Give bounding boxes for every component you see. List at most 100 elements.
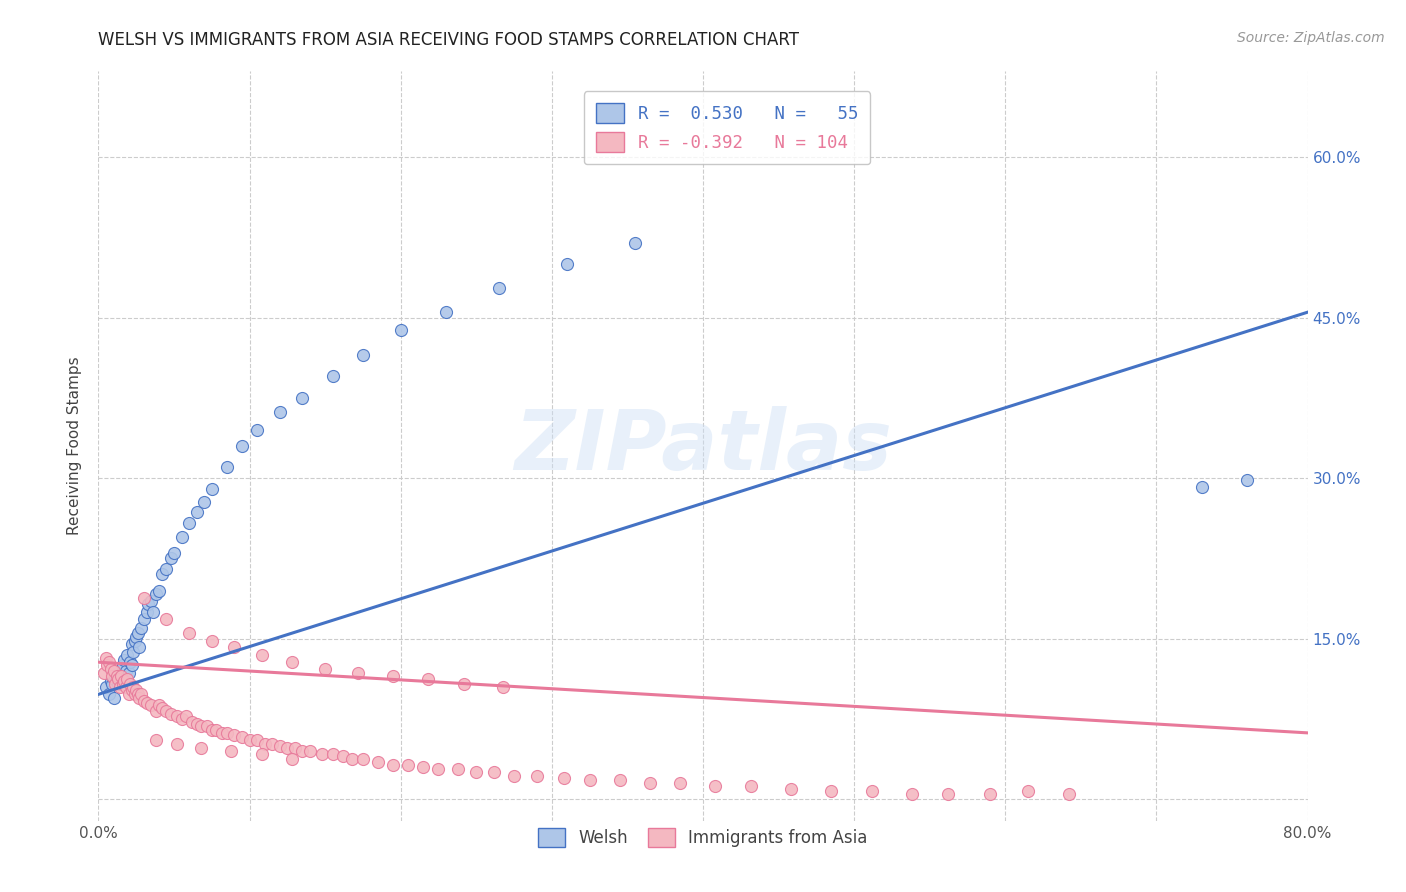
Point (98, 655, 121, 669)
Point (181, 715, 204, 730)
Point (174, 708, 197, 723)
Point (155, 562, 177, 576)
Point (122, 644, 145, 658)
Point (190, 719, 212, 733)
Point (704, 780, 727, 794)
Point (190, 740, 212, 755)
Point (269, 405, 291, 419)
Point (253, 737, 276, 751)
Point (121, 637, 143, 651)
Point (142, 605, 165, 619)
Point (145, 705, 167, 719)
Point (555, 257, 578, 271)
Point (503, 769, 526, 783)
Point (103, 673, 125, 687)
Point (609, 772, 631, 787)
Point (110, 669, 132, 683)
Point (195, 719, 218, 733)
Point (281, 655, 304, 669)
Point (201, 723, 224, 737)
Point (170, 712, 193, 726)
Legend: Welsh, Immigrants from Asia: Welsh, Immigrants from Asia (531, 821, 875, 854)
Point (166, 708, 188, 723)
Point (135, 605, 157, 619)
Point (135, 696, 157, 710)
Point (382, 758, 405, 772)
Point (145, 587, 167, 601)
Point (416, 673, 439, 687)
Point (121, 658, 143, 673)
Point (553, 771, 575, 785)
Point (638, 776, 661, 790)
Point (492, 680, 515, 694)
Point (484, 765, 506, 780)
Point (145, 733, 167, 747)
Point (128, 690, 150, 705)
Point (141, 698, 163, 712)
Point (120, 655, 142, 669)
Point (246, 733, 269, 747)
Point (160, 551, 183, 566)
Point (201, 633, 224, 648)
Point (94, 651, 117, 665)
Point (250, 747, 273, 762)
Point (127, 626, 149, 640)
Point (132, 591, 155, 605)
Point (104, 676, 127, 690)
Point (246, 423, 269, 437)
Point (103, 664, 125, 678)
Point (936, 787, 959, 801)
Point (281, 751, 304, 765)
Point (488, 280, 510, 294)
Point (163, 546, 186, 560)
Point (860, 783, 883, 797)
Point (124, 633, 146, 648)
Point (332, 749, 354, 764)
Point (224, 640, 246, 655)
Point (367, 755, 389, 769)
Point (1191, 480, 1213, 494)
Point (347, 665, 370, 680)
Point (291, 391, 314, 405)
Point (669, 776, 692, 790)
Point (453, 676, 475, 690)
Point (779, 781, 801, 796)
Point (150, 567, 173, 582)
Point (96, 658, 118, 673)
Point (122, 680, 145, 694)
Point (118, 665, 141, 680)
Point (132, 612, 155, 626)
Point (211, 726, 233, 740)
Point (224, 728, 246, 742)
Point (110, 669, 132, 683)
Point (221, 744, 243, 758)
Point (115, 648, 138, 662)
Point (291, 744, 314, 758)
Point (101, 676, 124, 690)
Point (115, 673, 138, 687)
Point (120, 676, 142, 690)
Point (389, 323, 412, 337)
Point (352, 751, 374, 765)
Point (239, 733, 262, 747)
Point (101, 669, 124, 683)
Point (148, 583, 170, 598)
Point (170, 530, 193, 544)
Point (94, 680, 117, 694)
Point (382, 669, 405, 683)
Text: ZIPatlas: ZIPatlas (515, 406, 891, 486)
Point (166, 737, 188, 751)
Point (128, 640, 150, 655)
Point (125, 683, 148, 698)
Point (105, 665, 128, 680)
Point (93, 665, 115, 680)
Point (311, 747, 333, 762)
Point (740, 780, 762, 794)
Point (129, 687, 152, 701)
Point (100, 662, 122, 676)
Point (820, 783, 842, 797)
Text: WELSH VS IMMIGRANTS FROM ASIA RECEIVING FOOD STAMPS CORRELATION CHART: WELSH VS IMMIGRANTS FROM ASIA RECEIVING … (98, 31, 800, 49)
Point (231, 439, 253, 453)
Point (434, 305, 457, 319)
Point (352, 348, 374, 362)
